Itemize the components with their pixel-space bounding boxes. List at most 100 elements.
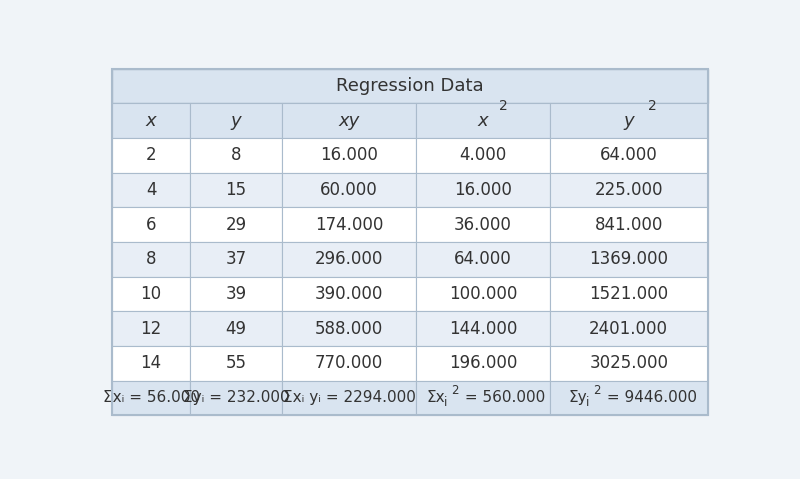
Text: 770.000: 770.000 (315, 354, 383, 372)
Text: 100.000: 100.000 (449, 285, 517, 303)
Bar (282, 242, 416, 276)
Bar (112, 381, 190, 415)
Text: 6: 6 (146, 216, 156, 234)
Bar (190, 311, 282, 346)
Text: 2: 2 (648, 99, 657, 113)
Bar (282, 276, 416, 311)
Text: Σy: Σy (568, 390, 587, 405)
Bar (416, 242, 550, 276)
Text: Σxᵢ = 56.000: Σxᵢ = 56.000 (102, 390, 199, 405)
Bar (416, 172, 550, 207)
Text: 4: 4 (146, 181, 156, 199)
Text: y: y (230, 112, 242, 129)
Text: 3025.000: 3025.000 (590, 354, 668, 372)
Bar (190, 103, 282, 138)
Text: 1521.000: 1521.000 (589, 285, 668, 303)
Text: 144.000: 144.000 (449, 319, 517, 338)
Bar (190, 138, 282, 172)
Bar (112, 242, 190, 276)
Text: 1369.000: 1369.000 (590, 250, 668, 268)
Bar (112, 207, 190, 242)
Bar (550, 103, 708, 138)
Bar (282, 311, 416, 346)
Bar (416, 276, 550, 311)
Text: 14: 14 (141, 354, 162, 372)
Text: i: i (586, 396, 590, 409)
Bar (190, 381, 282, 415)
Text: = 560.000: = 560.000 (460, 390, 546, 405)
Bar (112, 172, 190, 207)
Bar (282, 381, 416, 415)
Bar (282, 207, 416, 242)
Bar (112, 103, 190, 138)
Bar (550, 276, 708, 311)
Bar (282, 346, 416, 381)
Text: 296.000: 296.000 (315, 250, 383, 268)
Text: 16.000: 16.000 (454, 181, 512, 199)
Text: 2: 2 (146, 146, 157, 164)
Text: xy: xy (338, 112, 360, 129)
Bar (112, 311, 190, 346)
Text: 8: 8 (230, 146, 241, 164)
Text: 390.000: 390.000 (315, 285, 383, 303)
Bar (282, 103, 416, 138)
Bar (112, 138, 190, 172)
Bar (416, 103, 550, 138)
Text: 49: 49 (226, 319, 246, 338)
Text: x: x (146, 112, 157, 129)
Bar (112, 276, 190, 311)
Text: 8: 8 (146, 250, 156, 268)
Text: 2: 2 (499, 99, 508, 113)
Text: 2: 2 (451, 384, 459, 397)
Bar (416, 311, 550, 346)
Bar (416, 381, 550, 415)
Bar (112, 346, 190, 381)
Bar (190, 172, 282, 207)
Text: Σxᵢ yᵢ = 2294.000: Σxᵢ yᵢ = 2294.000 (282, 390, 415, 405)
Text: Σx: Σx (426, 390, 445, 405)
Bar (190, 346, 282, 381)
Text: 15: 15 (226, 181, 246, 199)
Text: 39: 39 (226, 285, 246, 303)
Text: i: i (444, 396, 447, 409)
Bar (282, 172, 416, 207)
Text: 225.000: 225.000 (594, 181, 663, 199)
Bar (416, 346, 550, 381)
Text: 64.000: 64.000 (454, 250, 512, 268)
Text: 16.000: 16.000 (320, 146, 378, 164)
Text: 4.000: 4.000 (459, 146, 506, 164)
Text: 60.000: 60.000 (320, 181, 378, 199)
Text: 55: 55 (226, 354, 246, 372)
Bar (550, 311, 708, 346)
Text: 37: 37 (226, 250, 246, 268)
Text: Regression Data: Regression Data (336, 77, 484, 95)
Bar (190, 207, 282, 242)
Text: Σyᵢ = 232.000: Σyᵢ = 232.000 (182, 390, 290, 405)
Text: = 9446.000: = 9446.000 (602, 390, 697, 405)
Text: 12: 12 (141, 319, 162, 338)
Text: 2401.000: 2401.000 (590, 319, 668, 338)
Text: x: x (478, 112, 488, 129)
Bar (550, 207, 708, 242)
Bar (112, 68, 707, 103)
Text: 36.000: 36.000 (454, 216, 512, 234)
Bar (550, 381, 708, 415)
Text: 174.000: 174.000 (315, 216, 383, 234)
Bar (550, 138, 708, 172)
Bar (550, 346, 708, 381)
Text: 64.000: 64.000 (600, 146, 658, 164)
Bar (550, 172, 708, 207)
Text: 29: 29 (226, 216, 246, 234)
Text: 196.000: 196.000 (449, 354, 517, 372)
Bar (416, 207, 550, 242)
Text: y: y (623, 112, 634, 129)
Bar (190, 276, 282, 311)
Bar (550, 242, 708, 276)
Bar (416, 138, 550, 172)
Text: 10: 10 (141, 285, 162, 303)
Text: 2: 2 (594, 384, 601, 397)
Bar (282, 138, 416, 172)
Text: 841.000: 841.000 (594, 216, 663, 234)
Bar (190, 242, 282, 276)
Text: 588.000: 588.000 (315, 319, 383, 338)
